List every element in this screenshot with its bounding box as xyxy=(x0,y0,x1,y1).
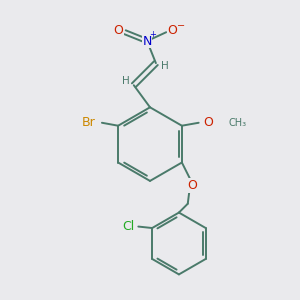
Text: −: − xyxy=(177,21,186,31)
Text: Cl: Cl xyxy=(122,220,135,233)
Text: O: O xyxy=(114,24,123,37)
Text: N: N xyxy=(142,34,152,48)
Text: O: O xyxy=(187,179,197,192)
Text: O: O xyxy=(203,116,213,129)
Text: H: H xyxy=(161,61,169,71)
Text: +: + xyxy=(149,30,156,39)
Text: O: O xyxy=(168,24,178,37)
Text: H: H xyxy=(122,76,129,86)
Text: Br: Br xyxy=(82,116,96,129)
Text: CH₃: CH₃ xyxy=(228,118,246,128)
